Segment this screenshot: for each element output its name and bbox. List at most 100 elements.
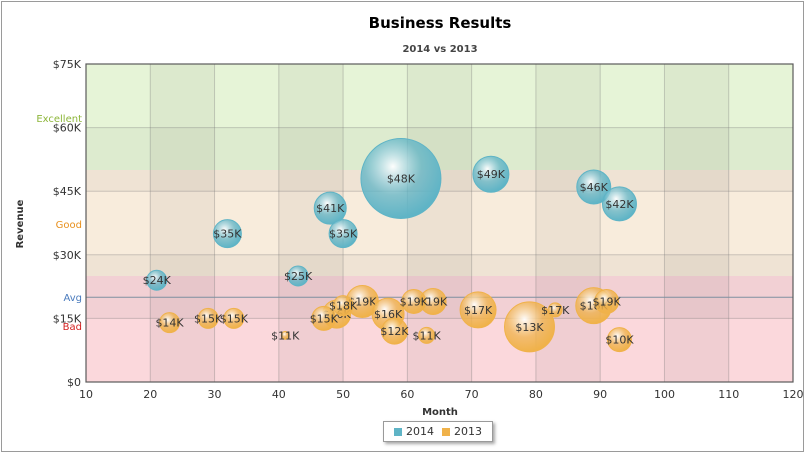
bubble-2013[interactable]: $13K [503,301,555,353]
bubble-2013[interactable]: $19K [419,287,448,315]
bubble-circle [332,295,354,317]
bubble-circle [212,219,242,249]
bubble-label: $46K [580,181,609,194]
bubble-2013[interactable]: $11K [413,326,442,344]
bubble-2014[interactable]: $46K [576,169,612,205]
column-shade [664,64,729,382]
bubble-circle [472,155,510,193]
bubble-label: $19K [419,295,448,308]
bubble-label: $12K [380,325,409,338]
x-tick-label: 30 [208,388,222,401]
x-tick-label: 90 [593,388,607,401]
bubble-2014[interactable]: $35K [328,219,358,249]
y-tick-label: $45K [53,185,82,198]
bubble-label: $35K [213,228,242,241]
legend-swatch-2013-icon [442,427,450,436]
legend-item-2014[interactable]: 2014 [394,425,434,438]
bubble-circle [401,288,427,314]
legend-label-2014: 2014 [406,425,434,438]
bubble-2014[interactable]: $41K [313,191,347,225]
x-axis-title: Month [422,407,458,418]
bubble-circle [223,307,245,329]
bubble-label: $17K [464,304,493,317]
bubble-2013[interactable]: $15K [310,305,339,331]
bubble-label: $19K [592,295,621,308]
bubble-label: $41K [316,202,345,215]
chart-subtitle: 2014 vs 2013 [402,44,477,55]
bubble-circle [287,265,309,287]
bubble-circle [313,191,347,225]
x-tick-label: 50 [336,388,350,401]
x-tick-label: 110 [718,388,739,401]
legend-item-2013[interactable]: 2013 [442,425,482,438]
column-shade [407,64,472,382]
bubble-label: $10K [605,334,634,347]
bubble-circle [381,317,409,345]
y-tick-label: $60K [53,122,82,135]
bubble-circle [311,305,337,331]
bubble-circle [159,312,181,334]
y-axis-title: Revenue [15,199,26,248]
bubble-2013[interactable]: $12K [380,317,409,345]
bubble-label: $19K [400,295,429,308]
bubble-2013[interactable]: $18K [329,295,358,317]
bubble-2014[interactable]: $25K [284,265,313,287]
bubble-2014[interactable]: $35K [212,219,242,249]
bubble-2013[interactable]: $11K [271,329,300,342]
bubble-2013[interactable]: $19K [592,288,621,314]
bubble-circle [459,291,497,329]
x-tick-label: 20 [143,388,157,401]
column-shade [150,64,215,382]
bubble-label: $13K [515,321,544,334]
legend-swatch-2014-icon [394,427,402,436]
bubble-circle [280,330,290,340]
bubble-circle [547,302,563,318]
y-tick-label: $75K [53,58,82,71]
bubble-2013[interactable]: $15K [194,307,223,329]
bubble-circle [601,186,637,222]
chart-title: Business Results [369,14,512,32]
bubble-label: $49K [477,168,506,181]
bubble-circle [418,326,436,344]
bubble-label: $14K [155,317,184,330]
bubble-2013[interactable]: $17K [541,302,570,318]
x-tick-label: 100 [654,388,675,401]
band-label-bad: Bad [63,322,82,333]
chart-legend: 2014 2013 [383,421,493,442]
bubble-circle [197,307,219,329]
bubble-label: $11K [271,329,300,342]
bubble-circle [606,327,632,353]
band-label-good: Good [56,220,82,231]
x-tick-label: 60 [400,388,414,401]
bubble-circle [503,301,555,353]
bubble-label: $17K [541,304,570,317]
y-tick-label: $30K [53,249,82,262]
bubble-2013[interactable]: $10K [605,327,634,353]
bubble-2014[interactable]: $49K [472,155,510,193]
bubble-circle [594,288,620,314]
bubble-circle [360,137,442,219]
bubble-label: $19K [348,295,377,308]
x-tick-label: 120 [783,388,804,401]
bubble-label: $15K [310,312,339,325]
bubble-label: $15K [194,312,223,325]
plot-area: Avg Excellent Good Bad 10 20 30 40 50 60 70 80 90 100… [36,58,803,401]
bubble-2013[interactable]: $15K [220,307,249,329]
bubble-label: $18K [329,300,358,313]
bubble-label: $15K [220,312,249,325]
band-excellent [86,64,793,170]
plot-border [85,63,794,383]
bubble-circle [576,169,612,205]
bubble-2013[interactable]: $14K [155,312,184,334]
bubble-2013[interactable]: $17K [459,291,497,329]
bubble-2013[interactable]: $19K [400,288,429,314]
y-tick-label: $15K [53,312,82,325]
bubble-2014[interactable]: $24K [143,269,172,291]
y-tick-label: $0 [67,376,81,389]
bubble-2014[interactable]: $42K [601,186,637,222]
bubble-circle [328,219,358,249]
bubble-label: $42K [605,198,634,211]
bubble-2014[interactable]: $48K [360,137,442,219]
